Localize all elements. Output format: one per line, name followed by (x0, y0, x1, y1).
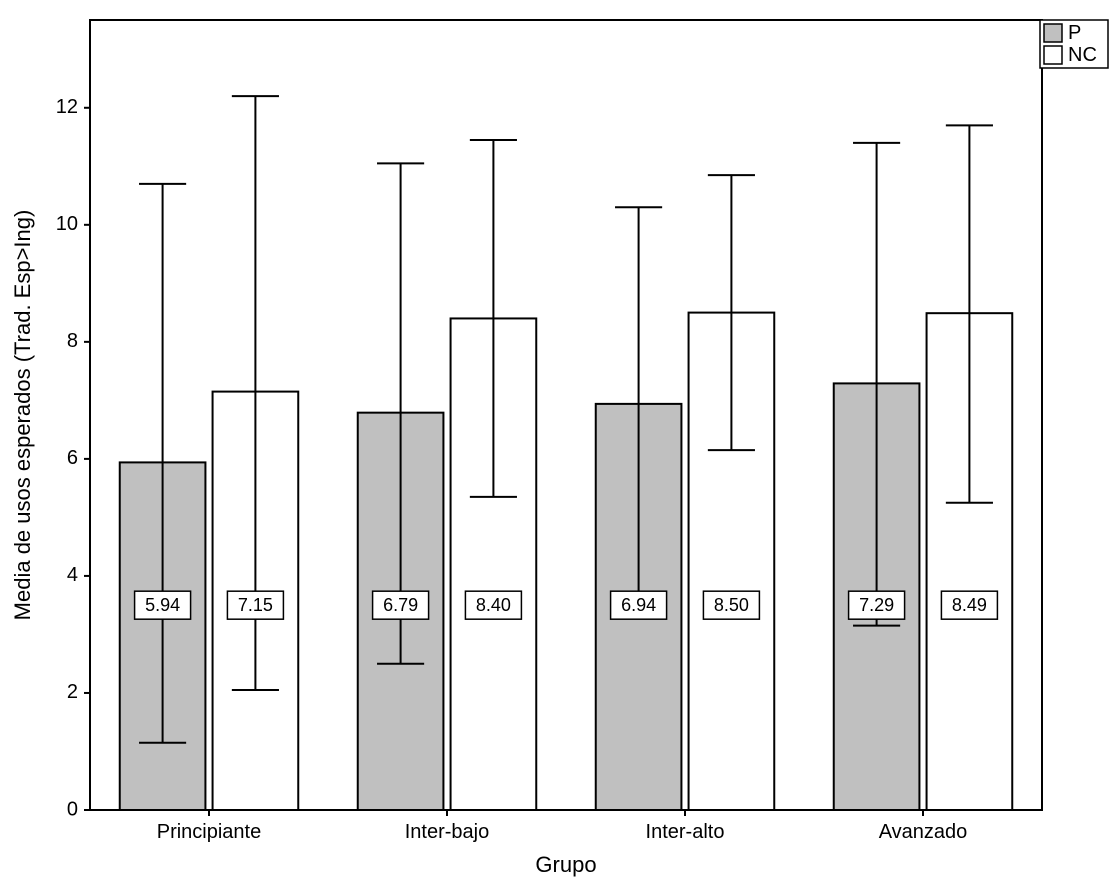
value-label: 8.40 (476, 595, 511, 615)
value-label: 7.15 (238, 595, 273, 615)
value-label: 7.29 (859, 595, 894, 615)
x-tick-label: Inter-bajo (405, 821, 490, 843)
legend-label: NC (1068, 44, 1097, 66)
y-axis-label: Media de usos esperados (Trad. Esp>Ing) (10, 210, 35, 621)
value-label: 8.49 (952, 595, 987, 615)
y-tick-label: 6 (67, 447, 78, 469)
x-axis-label: Grupo (535, 852, 596, 877)
chart-container: 0 2 4 6 8 10 12 Media de usos esperados (Trad. … (0, 0, 1118, 887)
legend-swatch (1044, 46, 1062, 64)
y-tick-label: 8 (67, 330, 78, 352)
chart-svg: 0 2 4 6 8 10 12 Media de usos esperados (Trad. … (0, 0, 1118, 887)
value-label: 6.94 (621, 595, 656, 615)
value-label: 6.79 (383, 595, 418, 615)
y-tick-label: 2 (67, 681, 78, 703)
y-tick-label: 10 (56, 213, 78, 235)
x-tick-label: Inter-alto (646, 821, 725, 843)
legend-swatch (1044, 24, 1062, 42)
y-tick-label: 4 (67, 564, 78, 586)
y-tick-label: 0 (67, 798, 78, 820)
x-tick-label: Avanzado (879, 821, 968, 843)
y-tick-label: 12 (56, 96, 78, 118)
x-tick-label: Principiante (157, 821, 262, 843)
legend-label: P (1068, 22, 1081, 44)
value-label: 8.50 (714, 595, 749, 615)
value-label: 5.94 (145, 595, 180, 615)
